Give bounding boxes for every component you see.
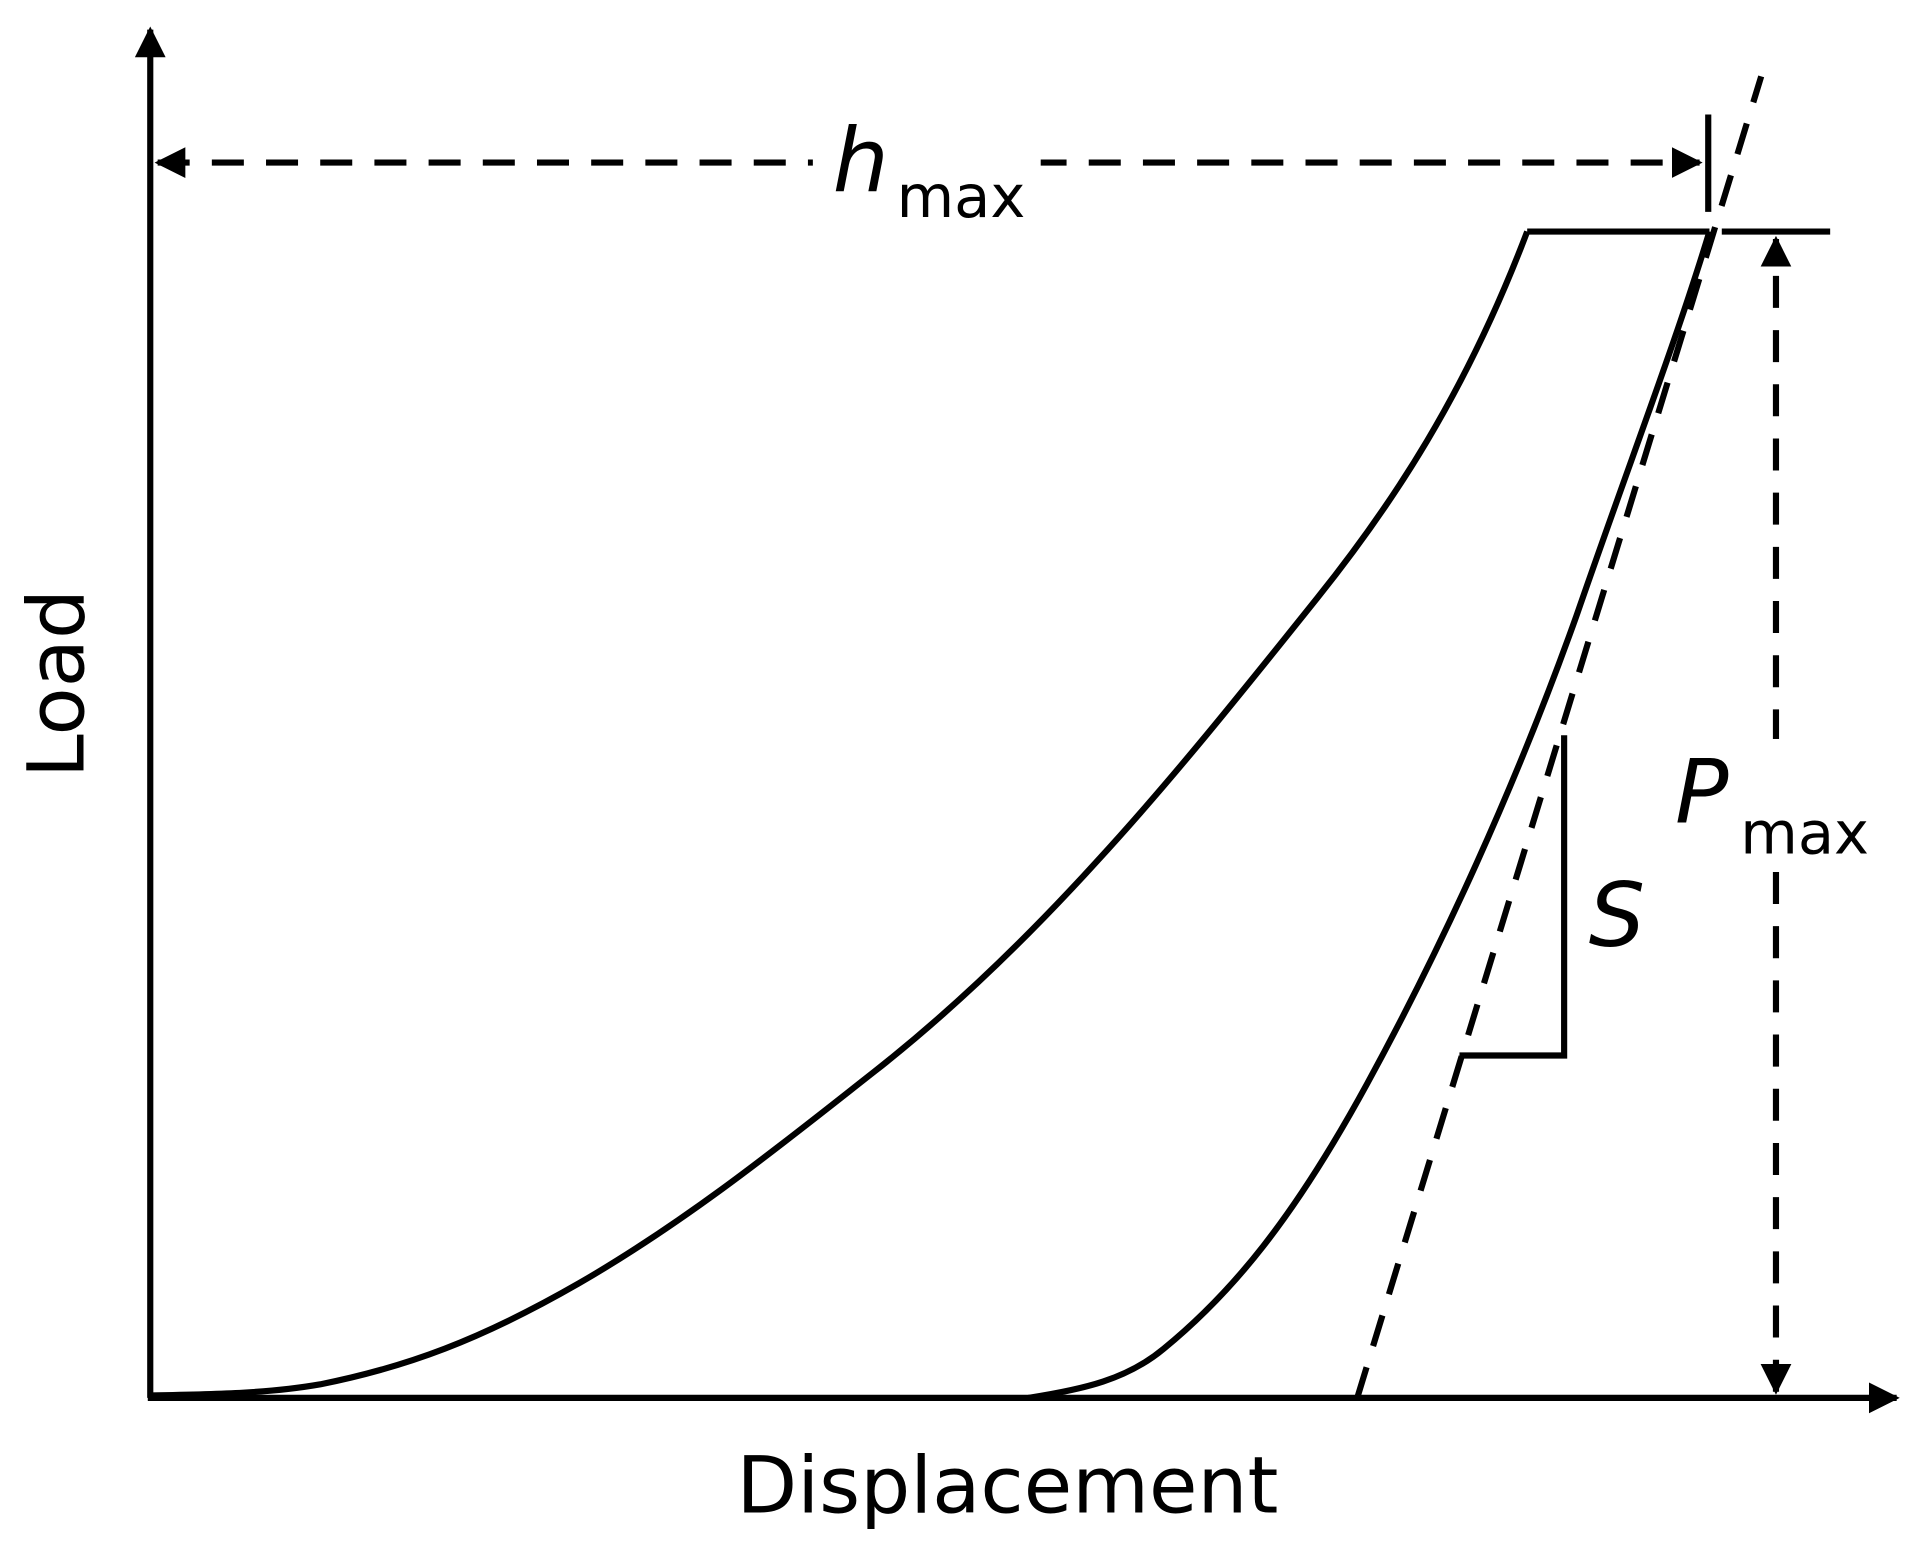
- x-axis-label: Displacement: [737, 1439, 1279, 1531]
- h-max-label-bg: [812, 123, 1041, 222]
- p-max-label-bg: [1730, 738, 1829, 863]
- unloading-curve: [1027, 230, 1713, 1401]
- loading-curve: [150, 230, 1531, 1399]
- p-max-symbol: P: [1675, 741, 1729, 844]
- stiffness-label: S: [1589, 864, 1645, 967]
- h-max-subscript: max: [897, 162, 1026, 231]
- tangent-line: [1354, 75, 1765, 1399]
- y-axis-label: Load: [11, 589, 103, 778]
- stiffness-triangle: [1459, 735, 1568, 1059]
- h-max-symbol: h: [833, 109, 889, 212]
- p-max-subscript: max: [1740, 799, 1869, 868]
